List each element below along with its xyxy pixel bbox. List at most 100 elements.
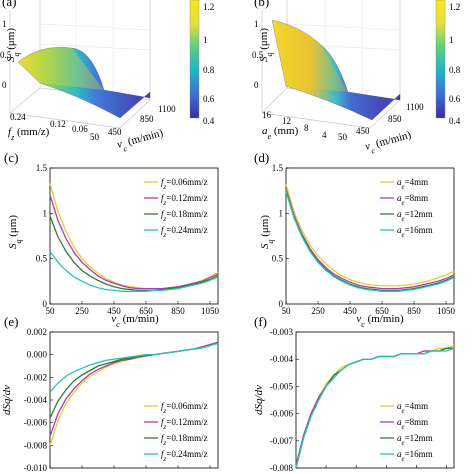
panel-b-box-floor — [261, 87, 401, 129]
panel-f-ylabel: dSq/dv — [253, 385, 265, 415]
panel-c-ytick-label: 0 — [43, 299, 48, 309]
panel-b-cbar-tick-4: 0.6 — [449, 94, 461, 104]
panel-a-ytick-3: 850 — [140, 114, 154, 124]
panel-e-legend — [142, 396, 214, 464]
panel-f-ytick-label: -0.003 — [270, 327, 294, 337]
panel-c-legend — [142, 172, 214, 240]
panel-e-ytick-label: 0.000 — [27, 350, 48, 360]
panel-b: (b) 1 0.5 0 Sq (μm) 16 12 8 4 ae (mm) 50… — [252, 0, 461, 155]
panel-e-ytick-label: -0.002 — [24, 372, 47, 382]
panel-d-series-1-line — [285, 184, 455, 287]
panel-d-legend — [378, 172, 450, 240]
panel-e-ytick-label: -0.006 — [24, 418, 48, 428]
panel-b-xtick-2: 12 — [282, 116, 291, 126]
panel-d-xlabel: vc (m/min) — [356, 313, 404, 329]
panel-b-cbar-tick-5: 0.4 — [449, 116, 461, 126]
panel-e-legend-entry: fz=0.18mm/z — [161, 433, 208, 447]
panel-f-ytick-label: -0.004 — [270, 354, 294, 364]
panel-c-xtick-label: 850 — [171, 306, 185, 316]
panel-d-ytick-label: 1 — [279, 208, 284, 218]
panel-d-xtick-label: 850 — [407, 306, 421, 316]
panel-c-axes-box — [49, 167, 219, 305]
panel-d-ytick-label: 1.5 — [272, 163, 284, 173]
panel-c-legend-entry: fz=0.06mm/z — [161, 177, 208, 191]
panel-f-plot: -0.008 -0.007 -0.006 -0.005 -0.004 -0.003 ae=4… — [270, 327, 455, 473]
panel-e-label: (e) — [4, 314, 18, 329]
panel-e-legend-entry: fz=0.06mm/z — [161, 401, 208, 415]
panel-c-plot: 50 250 450 650 850 1050 0 0.5 1 1.5 fz=0.06mm/z fz=… — [36, 163, 220, 316]
panel-b-label: (b) — [254, 0, 269, 9]
panel-d-legend-entry: ae=4mm — [397, 177, 428, 191]
panel-c-xtick-label: 1050 — [201, 306, 220, 316]
panel-c-xtick-label: 650 — [139, 306, 153, 316]
panel-c-xtick-label: 450 — [107, 306, 121, 316]
panel-e-ytick-label: -0.004 — [24, 395, 48, 405]
panel-c-xtick-label: 50 — [46, 306, 56, 316]
panel-b-cbar-tick-3: 0.8 — [449, 65, 461, 75]
panel-c-label: (c) — [4, 150, 18, 165]
panel-f-series-4-line — [295, 347, 455, 469]
panel-c-ytick-label: 0.5 — [36, 254, 48, 264]
panel-e-series-4-line — [49, 342, 219, 393]
panel-a-cbar-tick-5: 0.4 — [203, 116, 215, 126]
panel-b-xlabel: ae (mm) — [262, 125, 299, 141]
panel-b-ztick-1: 1 — [254, 19, 259, 29]
panel-b-xtick-4: 4 — [322, 130, 327, 140]
panel-a-ytick-4: 1100 — [158, 104, 176, 114]
panel-a-cbar-tick-3: 0.8 — [203, 65, 215, 75]
panel-a: (a) 1 0.5 0 Sq (μm) 0.24 0.12 0.06 fz (m… — [0, 0, 215, 154]
panel-a-cbar-tick-4: 0.6 — [203, 94, 215, 104]
panel-a-colorbar — [189, 0, 200, 119]
panel-c-xlabel: vc (m/min) — [111, 313, 159, 329]
panel-d-xtick-label: 50 — [282, 306, 292, 316]
panel-d-legend-entry: ae=8mm — [397, 193, 428, 207]
panel-c-series-4-line — [49, 251, 219, 292]
panel-d-ytick-label: 0 — [279, 299, 284, 309]
panel-c-ytick-label: 1.5 — [36, 163, 48, 173]
panel-c-legend-entry: fz=0.18mm/z — [161, 209, 208, 223]
panel-d-legend-entry: ae=16mm — [397, 225, 433, 239]
panel-e-legend-entry: fz=0.24mm/z — [161, 449, 208, 463]
panel-d-plot: 50 250 450 650 850 1050 0 0.5 1 1.5 ae=4mm ae=8mm ae… — [272, 163, 456, 316]
panel-f-legend-entry: ae=8mm — [397, 417, 428, 431]
panel-b-ytick-1: 50 — [338, 132, 348, 142]
panel-c-xtick-label: 250 — [75, 306, 89, 316]
panel-f-label: (f) — [254, 314, 267, 329]
panel-d-ylabel: Sq (μm) — [259, 215, 275, 249]
panel-b-ytick-2: 450 — [356, 126, 370, 136]
panel-b-cbar-tick-1: 1.2 — [449, 2, 460, 12]
panel-e-ytick-label: 0.002 — [27, 327, 47, 337]
panel-d-xtick-label: 450 — [343, 306, 357, 316]
panel-b-xtick-1: 16 — [262, 110, 272, 120]
panel-b-colorbar — [435, 0, 446, 119]
panel-e-ylabel: dSq/dv — [1, 385, 13, 415]
panel-a-ztick-2: 0.5 — [0, 50, 12, 60]
panel-e-ytick-label: -0.010 — [24, 463, 48, 473]
panel-a-ztick-3: 0 — [2, 80, 7, 90]
panel-a-xlabel: fz (mm/z) — [8, 126, 50, 142]
panel-b-ztick-2: 0.5 — [252, 50, 264, 60]
panel-e-ytick-label: -0.008 — [24, 440, 48, 450]
panel-f-ytick-label: -0.005 — [270, 381, 294, 391]
panel-d-label: (d) — [254, 150, 269, 165]
panel-b-ytick-4: 1100 — [406, 102, 424, 112]
panel-a-ylabel: vc (m/min) — [116, 127, 166, 154]
panel-f-ytick-label: -0.007 — [270, 436, 294, 446]
panel-a-label: (a) — [2, 0, 16, 9]
panel-f-legend-entry: ae=4mm — [397, 401, 428, 415]
panel-b-xtick-3: 8 — [304, 123, 309, 133]
panel-a-cbar-tick-2: 1 — [203, 35, 208, 45]
panel-a-surface — [17, 47, 151, 119]
panel-b-cbar-tick-2: 1 — [449, 35, 454, 45]
panel-d-axes-box — [285, 167, 455, 305]
panel-a-xtick-2: 0.12 — [50, 119, 66, 129]
panel-b-ytick-3: 850 — [388, 114, 402, 124]
panel-d-series-4-line — [285, 191, 455, 292]
panel-e-legend-entry: fz=0.12mm/z — [161, 417, 208, 431]
panel-a-ytick-2: 450 — [108, 127, 122, 137]
panel-e-plot: -0.010 -0.008 -0.006 -0.004 -0.002 0.000 0.002… — [24, 327, 219, 473]
panel-a-box-floor — [9, 87, 151, 129]
panel-b-surface — [271, 19, 401, 121]
panel-d-series-2-line — [285, 188, 455, 290]
